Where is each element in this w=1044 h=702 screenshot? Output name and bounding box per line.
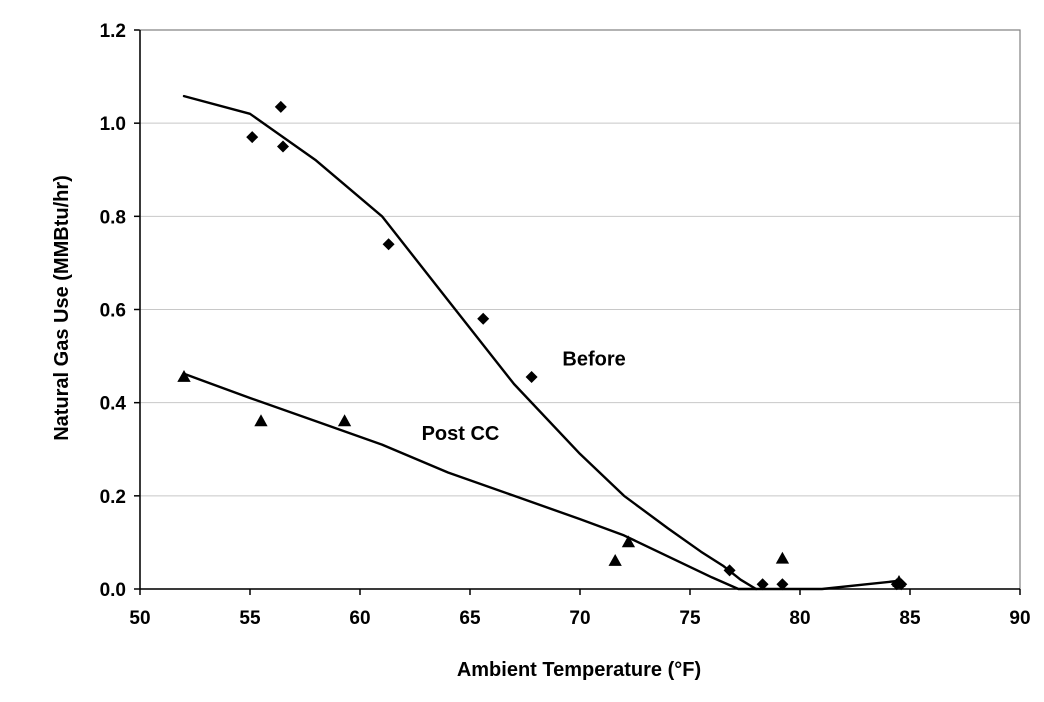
annotation-before: Before	[562, 348, 625, 370]
tick-labels: 0.0 0.2 0.4 0.6 0.8 1.0 1.2 50 55 60 65 70 75 80 85 90	[100, 21, 1031, 629]
y-tick-label-3: 0.6	[100, 301, 126, 322]
post-cc-point-2	[337, 414, 352, 427]
x-tick-label-4: 70	[569, 608, 590, 629]
post-cc-point-0	[177, 370, 191, 382]
y-tick-label-6: 1.2	[100, 21, 126, 42]
before-point-5	[525, 371, 538, 383]
before-point-2	[277, 140, 289, 153]
plot-area	[134, 29, 1021, 595]
trend-lines	[182, 94, 903, 591]
post-cc-point-6	[892, 575, 906, 587]
y-axis-title: Natural Gas Use (MMBtu/hr)	[51, 175, 73, 441]
post-cc-point-5	[775, 551, 790, 564]
x-tick-label-3: 65	[459, 608, 481, 629]
gridlines	[140, 29, 1020, 497]
y-tick-label-0: 0.0	[100, 580, 126, 601]
y-tick-label-2: 0.4	[100, 394, 127, 415]
trend-line-before	[182, 94, 758, 591]
post-cc-point-3	[608, 554, 622, 566]
y-tick-label-4: 0.8	[100, 207, 126, 228]
annotation-post-cc: Post CC	[422, 423, 500, 445]
post-cc-point-1	[254, 414, 268, 427]
x-axis-title: Ambient Temperature (°F)	[457, 659, 701, 681]
post-cc-point-4	[621, 535, 636, 548]
trend-line-post-cc	[182, 372, 903, 591]
before-point-8	[776, 578, 789, 591]
x-tick-label-8: 90	[1009, 608, 1030, 629]
before-point-3	[382, 238, 395, 251]
y-tick-label-1: 0.2	[100, 487, 126, 508]
x-tick-label-2: 60	[349, 608, 370, 629]
x-tick-label-1: 55	[239, 608, 261, 629]
x-tick-label-7: 85	[899, 608, 921, 629]
annotations: Before Post CC	[422, 348, 626, 445]
x-tick-label-5: 75	[679, 608, 701, 629]
before-point-7	[756, 578, 769, 591]
before-point-0	[246, 131, 259, 144]
y-tick-label-5: 1.0	[100, 114, 126, 135]
before-point-6	[723, 564, 736, 577]
data-points	[177, 100, 908, 591]
x-tick-label-0: 50	[129, 608, 150, 629]
before-point-4	[477, 312, 490, 325]
x-tick-label-6: 80	[789, 608, 810, 629]
before-point-1	[274, 100, 287, 113]
